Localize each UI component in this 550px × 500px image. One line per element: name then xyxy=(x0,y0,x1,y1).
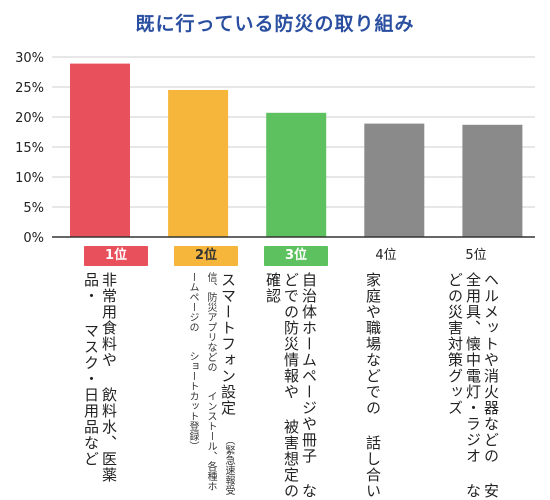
category-label-5: ヘルメットや消火器などの 安全用具、懐中電灯・ラジオ などの災害対策グッズ xyxy=(446,272,500,500)
y-tick-label-5: 25% xyxy=(15,81,44,96)
y-tick-label-6: 30% xyxy=(15,51,44,66)
rank-badge-3: 3位 xyxy=(264,246,328,266)
bar-5 xyxy=(462,124,523,237)
category-label-5-line1: ヘルメットや消火器などの xyxy=(482,272,500,464)
category-label-3-line3: 被害想定の確認 xyxy=(264,272,300,499)
rank-badge-5: 5位 xyxy=(465,248,487,263)
category-label-2-line1: スマートフォン設定 xyxy=(219,272,237,416)
rank-badge-1: 1位 xyxy=(84,246,148,266)
category-label-4-line2: 話し合い xyxy=(364,435,382,499)
category-label-2: スマートフォン設定 （緊急速報受信、防災アプリなどの インストール、各種ホームペ… xyxy=(183,272,237,500)
bar-3 xyxy=(266,112,327,237)
rank-badge-2: 2位 xyxy=(174,246,238,266)
category-label-5-line3: などの災害対策グッズ xyxy=(446,272,482,499)
bar-4 xyxy=(364,123,425,237)
category-label-1-line2: 飲料水、医薬品・ xyxy=(82,272,118,483)
category-label-5-line2: 安全用具、懐中電灯・ラジオ xyxy=(464,272,500,499)
bar-2 xyxy=(168,90,229,237)
category-label-3-line1: 自治体ホームページや冊子 xyxy=(300,272,318,464)
bar-1 xyxy=(70,63,130,237)
category-label-3-line2: などでの防災情報や xyxy=(282,272,318,499)
y-tick-label-1: 5% xyxy=(23,201,44,216)
category-label-3: 自治体ホームページや冊子 などでの防災情報や 被害想定の確認 xyxy=(264,272,318,500)
category-label-2-note-line3: ショートカット登録） xyxy=(187,351,198,451)
category-label-4-line1: 家庭や職場などでの xyxy=(364,272,382,416)
y-tick-label-0: 0% xyxy=(23,231,44,246)
category-label-1-line3: マスク・日用品など xyxy=(82,323,100,467)
category-label-1: 非常用食料や 飲料水、医薬品・ マスク・日用品など xyxy=(82,272,118,500)
y-tick-label-2: 10% xyxy=(15,171,44,186)
category-label-1-line1: 非常用食料や xyxy=(100,272,118,368)
chart-title: 既に行っている防災の取り組み xyxy=(135,13,415,35)
category-label-4: 家庭や職場などでの 話し合い xyxy=(364,272,382,499)
rank-badge-4: 4位 xyxy=(375,248,397,263)
category-label-2-note-line1: （緊急速報受信、防災アプリなどの xyxy=(205,272,234,495)
y-tick-label-4: 20% xyxy=(15,111,44,126)
y-tick-label-3: 15% xyxy=(15,141,44,156)
category-label-2-note-line2: インストール、各種ホームページの xyxy=(187,272,216,491)
